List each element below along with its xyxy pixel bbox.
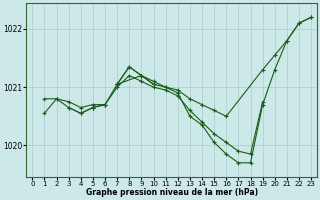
- X-axis label: Graphe pression niveau de la mer (hPa): Graphe pression niveau de la mer (hPa): [86, 188, 258, 197]
